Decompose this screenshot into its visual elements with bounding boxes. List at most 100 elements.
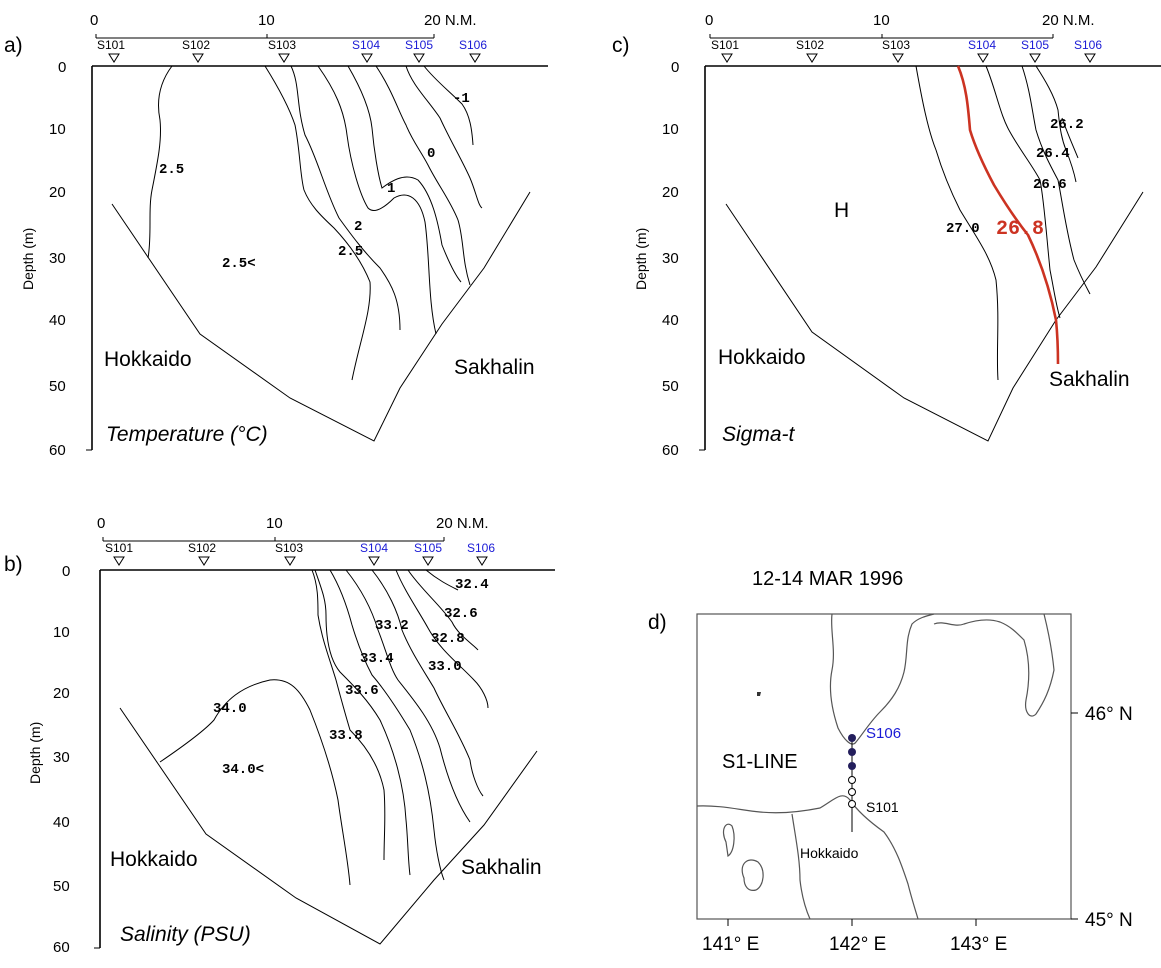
panel-b-title: Salinity (PSU) [120,923,251,946]
contour-label-highlight: 26.8 [996,218,1044,241]
aniva-coastline [933,613,1055,717]
land-label-sakhalin: Sakhalin [1049,368,1130,391]
station-marker-icon [198,556,210,566]
sakhalin-coastline [829,613,935,745]
station-marker-icon [413,53,425,63]
isohaline-33.0 [371,569,484,797]
depth-tick-40: 40 [53,814,70,831]
station-label-s106: S106 [1074,38,1102,52]
station-marker-icon [113,556,125,566]
contour-label: 26.2 [1050,117,1084,133]
distance-label-0: 0 [705,12,713,29]
contour-label: 1 [387,181,395,197]
isohaline-33.6 [314,569,411,876]
contour-label: 32.4 [455,577,489,593]
station-marker-icon [278,53,290,63]
station-marker-icon [108,53,120,63]
isohaline-32.4 [425,569,459,591]
distance-label-10: 10 [266,515,283,532]
station-label-s106: S106 [459,38,487,52]
seafloor-profile [119,707,538,945]
isohaline-33.2 [345,569,471,823]
distance-label-20: 20 N.M. [424,12,477,29]
station-dot-s102 [848,788,856,796]
contour-label: 33.6 [345,683,379,699]
contour-label: 33.4 [360,651,394,667]
isopycnal-26.6 [985,65,1061,319]
lon-label-142: 142° E [829,934,886,955]
station-label-s103: S103 [882,38,910,52]
land-label-hokkaido: Hokkaido [718,346,806,369]
station-dot-s105 [848,748,856,756]
isopycnal-26.2b [1035,65,1077,183]
depth-tick-20: 20 [49,184,66,201]
station-label-s103: S103 [268,38,296,52]
station-label-s104: S104 [352,38,380,52]
small-island [757,692,761,696]
contour-label: 2.5 [159,162,184,178]
contour-label: -1 [453,91,470,107]
lon-label-141: 141° E [702,934,759,955]
panel-c-title: Sigma-t [722,423,796,446]
map-label-s101: S101 [866,799,899,815]
depth-tick-20: 20 [662,184,679,201]
land-label-hokkaido: Hokkaido [110,848,198,871]
contour-label: 33.8 [329,728,363,744]
distance-label-0: 0 [97,515,105,532]
rebun-island [722,823,735,858]
lat-label-45: 45° N [1085,910,1133,931]
depth-tick-50: 50 [662,378,679,395]
depth-tick-50: 50 [53,878,70,895]
distance-label-0: 0 [90,12,98,29]
station-label-s105: S105 [414,541,442,555]
station-label-s105: S105 [1021,38,1049,52]
distance-label-10: 10 [873,12,890,29]
panel-b-letter: b) [4,553,23,576]
station-marker-icon [977,53,989,63]
depth-tick-30: 30 [49,250,66,267]
panel-a-title: Temperature (°C) [106,423,268,446]
land-label-sakhalin: Sakhalin [454,356,535,379]
depth-tick-60: 60 [49,442,66,459]
contour-label: 34.0 [213,701,247,717]
depth-tick-30: 30 [662,250,679,267]
depth-axis-label: Depth (m) [633,228,649,290]
contour-label: 34.0< [222,762,264,778]
station-label-s104: S104 [968,38,996,52]
depth-tick-10: 10 [662,121,679,138]
isotherm-2 [317,65,437,335]
contour-label: 26.6 [1033,177,1067,193]
station-label-s101: S101 [711,38,739,52]
station-label-s101: S101 [105,541,133,555]
depth-tick-10: 10 [49,121,66,138]
isopycnal-27.0 [915,65,999,381]
isohaline-32.8 [395,569,489,709]
land-label-sakhalin: Sakhalin [461,856,542,879]
contour-label: 32.6 [444,606,478,622]
depth-tick-20: 20 [53,685,70,702]
depth-tick-40: 40 [49,312,66,329]
station-marker-icon [192,53,204,63]
distance-label-20: 20 N.M. [436,515,489,532]
panel-d-letter: d) [648,611,667,634]
station-dot-s103 [848,776,856,784]
depth-tick-10: 10 [53,624,70,641]
map-label-s106: S106 [866,725,901,742]
isotherm-2.5a [290,65,401,331]
depth-tick-50: 50 [49,378,66,395]
isohaline-33.4 [329,569,445,881]
map-date: 12-14 MAR 1996 [752,568,903,590]
seafloor-profile [111,191,531,442]
hokkaido-west-coast [791,813,811,920]
panel-c-letter: c) [612,34,630,57]
contour-label: 32.8 [431,631,465,647]
isotherm-0 [405,65,483,209]
station-marker-icon [368,556,380,566]
panel-d-map: d) 12-14 MAR 1996 S106 S101 S1-LINE Hokk… [648,568,1133,955]
station-label-s102: S102 [796,38,824,52]
depth-tick-0: 0 [58,59,66,76]
lat-label-46: 46° N [1085,704,1133,725]
isotherm-2.5b [264,65,371,381]
contour-label: 0 [427,146,435,162]
station-label-s104: S104 [360,541,388,555]
